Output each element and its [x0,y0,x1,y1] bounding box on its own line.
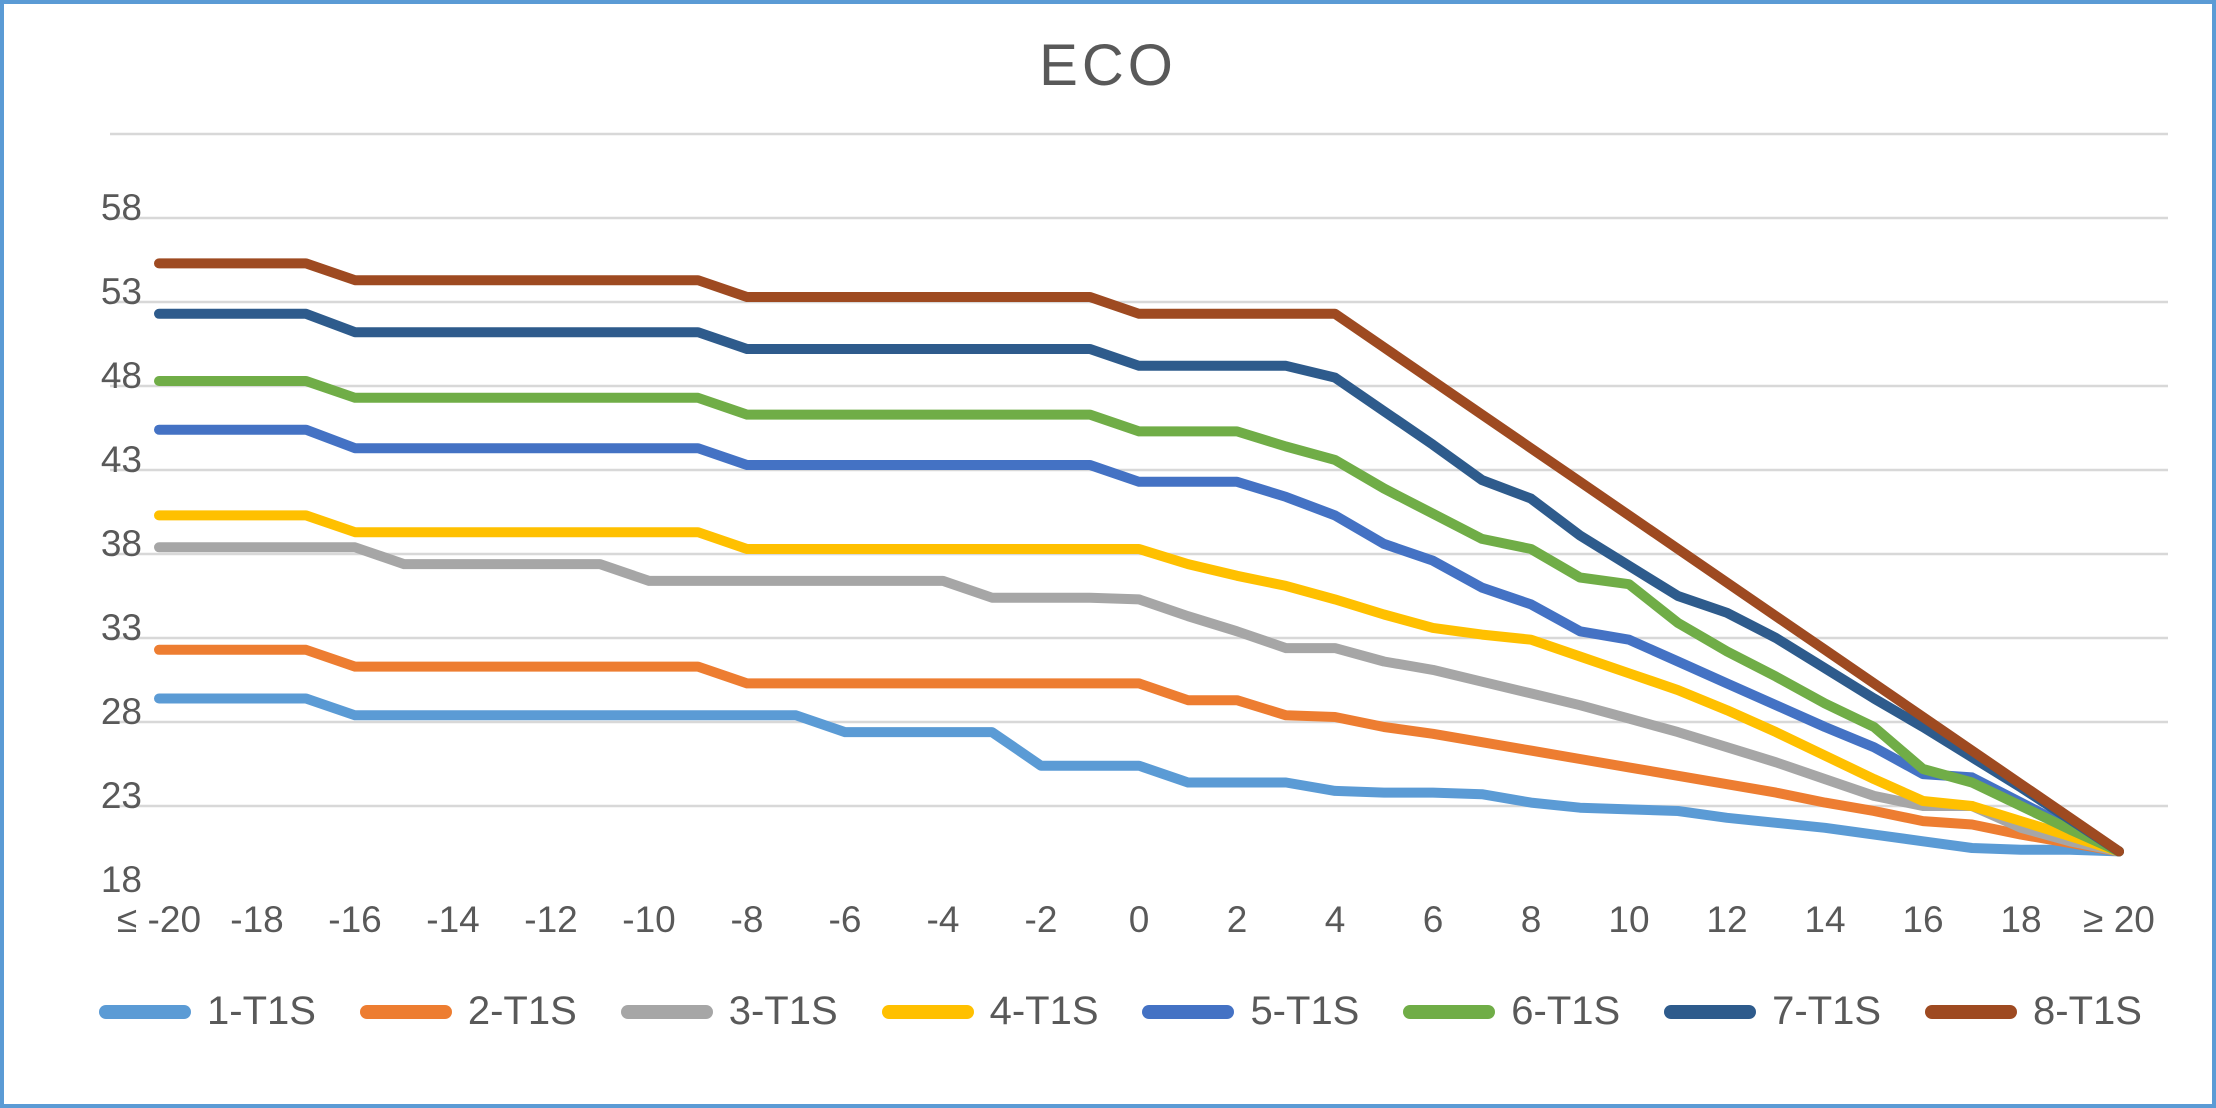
x-axis-label: 4 [1325,899,1346,940]
x-axis-label: 8 [1521,899,1542,940]
legend-item-2-T1S[interactable]: 2-T1S [359,989,577,1034]
series-line-8-T1S[interactable] [154,258,2124,857]
legend-swatch-3-T1S [620,1004,713,1019]
legend-label: 7-T1S [1772,989,1882,1033]
legend-swatch-5-T1S [1142,1004,1235,1019]
y-axis-label: 58 [101,187,142,228]
legend-label: 3-T1S [728,989,838,1033]
legend-item-6-T1S[interactable]: 6-T1S [1403,989,1620,1034]
legend-item-4-T1S[interactable]: 4-T1S [881,989,1099,1034]
x-axis-label: ≤ -20 [117,899,201,940]
legend-label: 2-T1S [467,989,577,1033]
y-axis-label: 18 [101,859,142,900]
legend-label: 8-T1S [2033,989,2142,1033]
legend-item-3-T1S[interactable]: 3-T1S [620,989,838,1034]
series-line-7-T1S[interactable] [154,308,2124,857]
series-line-5-T1S[interactable] [154,424,2124,857]
x-axis-label: -16 [328,899,381,940]
x-axis-label: -10 [622,899,675,940]
x-axis-label: -4 [927,899,960,940]
series-line-3-T1S[interactable] [154,542,2124,857]
x-axis-label: 0 [1129,899,1150,940]
legend-swatch-4-T1S [881,1004,974,1019]
legend-label: 5-T1S [1250,989,1360,1033]
y-axis-label: 23 [101,775,142,816]
x-axis-label: 2 [1227,899,1248,940]
legend-item-1-T1S[interactable]: 1-T1S [99,989,316,1034]
series-line-6-T1S[interactable] [154,376,2124,857]
y-axis-label: 53 [101,271,142,312]
legend-label: 6-T1S [1511,989,1621,1033]
y-axis-label: 43 [101,439,142,480]
x-axis-label: 14 [1804,899,1845,940]
legend: 1-T1S 2-T1S 3-T1S 4-T1S 5-T1S 6-T1S 7-T1S 8-T1S [99,989,2142,1034]
x-axis-label: -18 [230,899,283,940]
x-axis-label: -8 [731,899,764,940]
series-line-4-T1S[interactable] [154,510,2124,857]
x-axis-label: -6 [829,899,862,940]
y-axis-label: 38 [101,523,142,564]
x-axis-label: -14 [426,899,479,940]
x-axis-label: 18 [2000,899,2041,940]
y-axis-label: 28 [101,691,142,732]
legend-item-5-T1S[interactable]: 5-T1S [1142,989,1359,1034]
series-line-2-T1S[interactable] [154,644,2124,857]
y-axis-label: 33 [101,607,142,648]
x-axis-label: 16 [1902,899,1943,940]
y-axis-label: 48 [101,355,142,396]
legend-item-8-T1S[interactable]: 8-T1S [1925,989,2142,1034]
legend-swatch-6-T1S [1403,1004,1496,1019]
legend-swatch-8-T1S [1925,1004,2018,1019]
chart-title: ECO [1039,33,1177,98]
series-line-1-T1S[interactable] [154,693,2124,857]
x-axis-label: 6 [1423,899,1444,940]
legend-swatch-7-T1S [1664,1004,1757,1019]
legend-item-7-T1S[interactable]: 7-T1S [1664,989,1881,1034]
legend-swatch-1-T1S [99,1004,191,1019]
legend-label: 1-T1S [207,989,316,1033]
x-axis-label: ≥ 20 [2083,899,2155,940]
legend-label: 4-T1S [989,989,1099,1033]
x-axis-label: 12 [1706,899,1747,940]
x-axis-label: -2 [1025,899,1058,940]
x-axis-label: 10 [1608,899,1649,940]
legend-swatch-2-T1S [359,1004,452,1019]
x-axis-label: -12 [524,899,577,940]
